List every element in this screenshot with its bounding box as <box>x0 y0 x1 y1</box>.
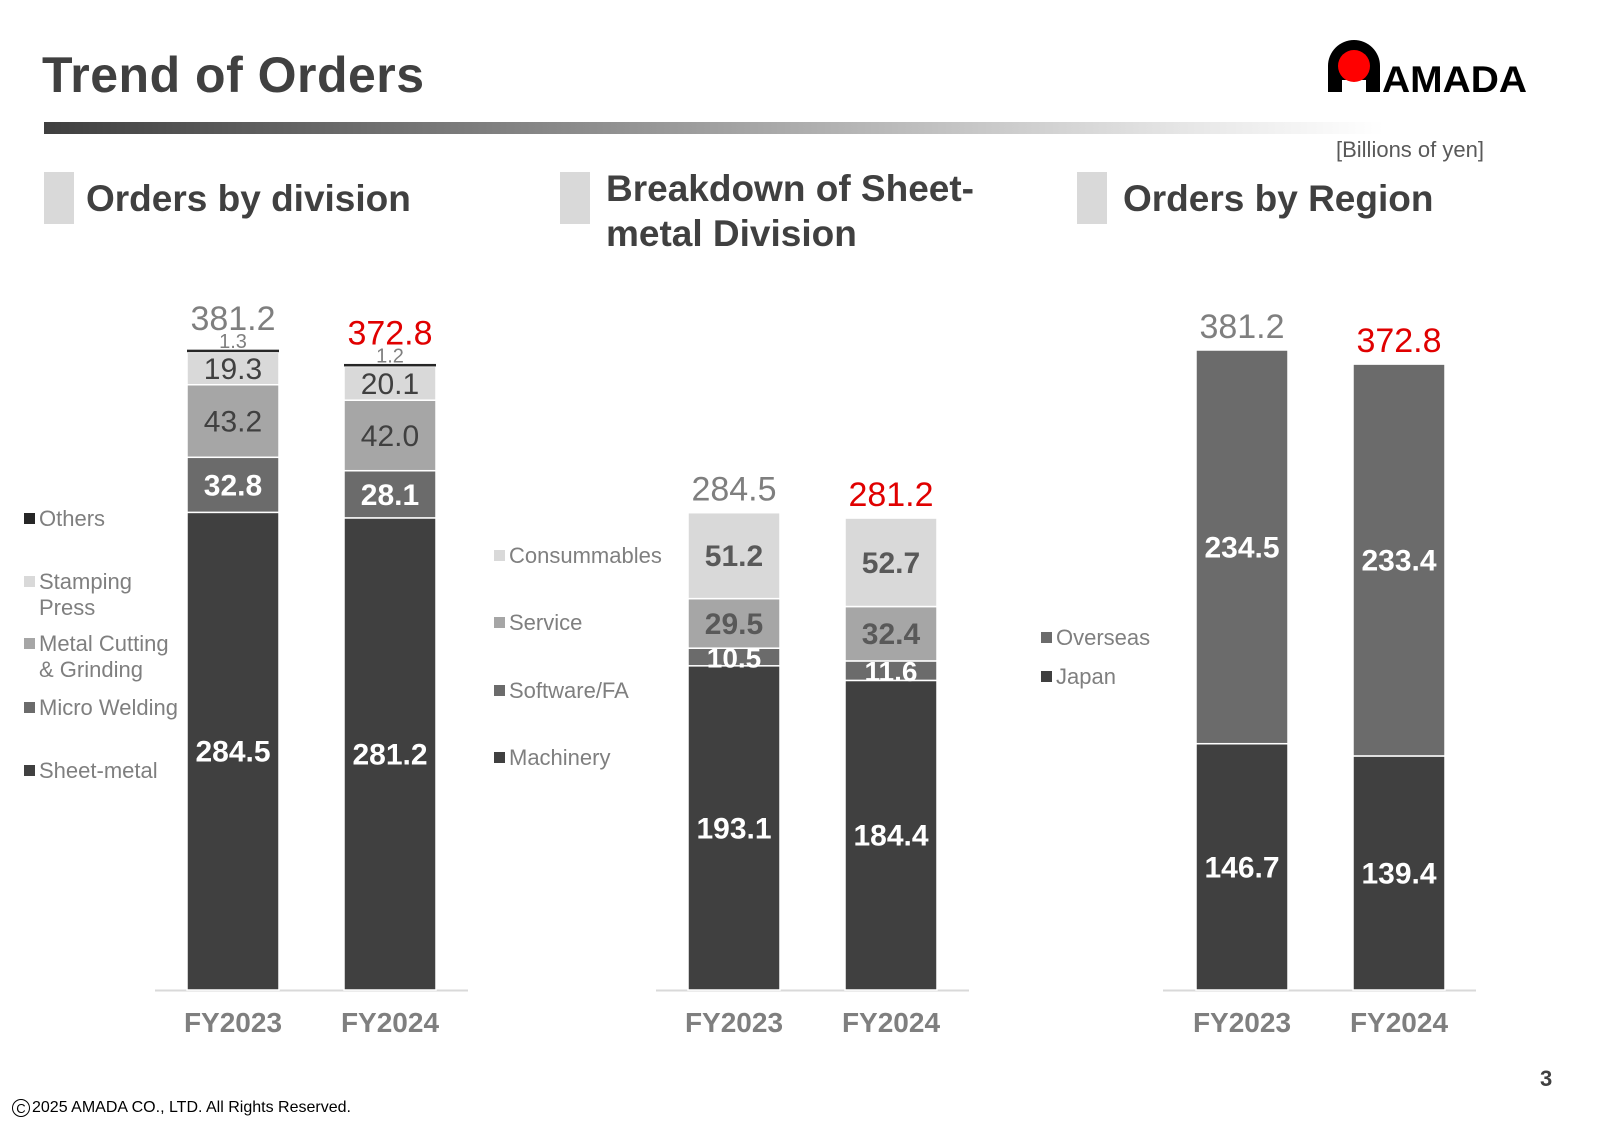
orders-by-division-bar-fy2024-sheet-metal <box>343 517 437 991</box>
breakdown-of-sheet-metal-division-legend-swatch <box>494 550 505 561</box>
orders-by-division-tick-label: FY2023 <box>184 1007 282 1038</box>
copyright-notice: C 2025 AMADA CO., LTD. All Rights Reserv… <box>12 1099 351 1117</box>
orders-by-division-bar-fy2024-stamping-press <box>343 365 437 401</box>
orders-by-division-value-label: 1.2 <box>376 345 404 367</box>
orders-by-division-legend-swatch <box>24 513 35 524</box>
section-title-division: Orders by division <box>86 178 411 219</box>
breakdown-of-sheet-metal-division-bar-fy2024-consummables <box>844 517 938 608</box>
orders-by-division-value-label: 28.1 <box>361 479 419 512</box>
orders-by-region-legend-label: Overseas <box>1056 625 1150 650</box>
section-title-sheet-metal: Breakdown of Sheet-metal Division <box>606 168 974 254</box>
orders-by-region-value-label: 234.5 <box>1204 531 1279 564</box>
breakdown-of-sheet-metal-division-legend-label: Service <box>509 610 582 635</box>
orders-by-division-value-label: 1.3 <box>219 331 247 353</box>
orders-by-division-value-label: 42.0 <box>361 420 419 453</box>
orders-by-region-value-label: 233.4 <box>1361 545 1436 578</box>
orders-by-region-tick-label: FY2024 <box>1350 1007 1448 1038</box>
amada-logo-graphic: AMADA <box>1328 40 1527 100</box>
orders-by-region-value-label: 139.4 <box>1361 857 1436 890</box>
copyright-text: 2025 AMADA CO., LTD. All Rights Reserved… <box>32 1099 351 1116</box>
orders-by-division-bar-fy2023-metal-cutting-grinding <box>186 384 280 459</box>
orders-by-division-legend-label: Stamping Press <box>39 569 132 620</box>
section-title-region: Orders by Region <box>1123 178 1434 219</box>
orders-by-division-value-label: 43.2 <box>204 406 262 439</box>
orders-by-division-value-label: 19.3 <box>204 353 262 386</box>
amada-logo: AMADA <box>1328 40 1568 100</box>
orders-by-division-value-label: 32.8 <box>204 469 262 502</box>
orders-by-region-bar-fy2023-japan <box>1195 742 1289 991</box>
orders-by-region-total-label: 372.8 <box>1356 322 1441 360</box>
breakdown-of-sheet-metal-division-bar-fy2023-consummables <box>687 511 781 600</box>
orders-by-region-value-label: 146.7 <box>1204 851 1279 884</box>
orders-by-division-bar-fy2024-others <box>344 363 436 367</box>
orders-by-division-value-label: 281.2 <box>352 738 427 771</box>
orders-by-division-legend-swatch <box>24 765 35 776</box>
orders-by-division-legend-swatch <box>24 702 35 713</box>
units-label: [Billions of yen] <box>1336 137 1484 162</box>
breakdown-of-sheet-metal-division-total-label: 281.2 <box>848 476 933 514</box>
orders-by-division-legend-label: Metal Cutting & Grinding <box>39 631 169 682</box>
orders-by-division-bar-fy2024-micro-welding <box>343 469 437 519</box>
orders-by-division-tick-label: FY2024 <box>341 1007 439 1038</box>
orders-by-division-legend-swatch <box>24 638 35 649</box>
breakdown-of-sheet-metal-division-total-label: 284.5 <box>691 471 776 509</box>
orders-by-division-legend-label: Sheet-metal <box>39 758 158 783</box>
orders-by-division-bar-fy2023-sheet-metal <box>186 511 280 991</box>
orders-by-division-legend-label: Others <box>39 506 105 531</box>
page-title: Trend of Orders <box>42 47 425 103</box>
breakdown-of-sheet-metal-division-bar-fy2023-service <box>687 597 781 649</box>
orders-by-region-legend-label: Japan <box>1056 664 1116 689</box>
orders-by-region-bar-fy2023-overseas <box>1195 349 1289 745</box>
orders-by-division-bar-fy2024-metal-cutting-grinding <box>343 399 437 472</box>
orders-by-region-tick-label: FY2023 <box>1193 1007 1291 1038</box>
orders-by-division-total-label: 381.2 <box>190 300 275 338</box>
breakdown-of-sheet-metal-division-legend-label: Machinery <box>509 745 610 770</box>
breakdown-of-sheet-metal-division-bar-fy2024-machinery <box>844 679 938 991</box>
section-marker-region <box>1077 172 1107 224</box>
breakdown-of-sheet-metal-division-value-label: 32.4 <box>862 618 921 651</box>
orders-by-region-bar-fy2024-japan <box>1352 755 1446 991</box>
breakdown-of-sheet-metal-division-legend-swatch <box>494 617 505 628</box>
orders-by-division-legend-swatch <box>24 576 35 587</box>
breakdown-of-sheet-metal-division-value-label: 51.2 <box>705 540 763 573</box>
section-marker-division <box>44 172 74 224</box>
breakdown-of-sheet-metal-division-value-label: 29.5 <box>705 608 763 641</box>
logo-red-dot-icon <box>1338 50 1370 82</box>
orders-by-region-legend-swatch <box>1041 632 1052 643</box>
orders-by-division-bar-fy2023-micro-welding <box>186 456 280 514</box>
orders-by-division-bar-fy2023-others <box>187 349 279 353</box>
breakdown-of-sheet-metal-division-tick-label: FY2023 <box>685 1007 783 1038</box>
orders-by-region-legend-swatch <box>1041 671 1052 682</box>
breakdown-of-sheet-metal-division-legend-label: Consummables <box>509 543 662 568</box>
breakdown-of-sheet-metal-division-tick-label: FY2024 <box>842 1007 940 1038</box>
orders-by-region-bar-fy2024-overseas <box>1352 363 1446 757</box>
copyright-icon: C <box>12 1099 30 1117</box>
breakdown-of-sheet-metal-division-legend-swatch <box>494 685 505 696</box>
breakdown-of-sheet-metal-division-bar-fy2023-machinery <box>687 665 781 991</box>
breakdown-of-sheet-metal-division-value-label: 184.4 <box>853 820 928 853</box>
orders-by-region-total-label: 381.2 <box>1199 308 1284 346</box>
breakdown-of-sheet-metal-division-legend-swatch <box>494 752 505 763</box>
page-number: 3 <box>1540 1066 1553 1091</box>
orders-by-division-value-label: 20.1 <box>361 368 419 401</box>
section-marker-sheet-metal <box>560 172 590 224</box>
breakdown-of-sheet-metal-division-value-label: 52.7 <box>862 547 920 580</box>
orders-by-division-bar-fy2023-stamping-press <box>186 351 280 386</box>
orders-by-division-legend-label: Micro Welding <box>39 695 178 720</box>
breakdown-of-sheet-metal-division-value-label: 193.1 <box>696 812 771 845</box>
orders-by-division-value-label: 284.5 <box>195 736 270 769</box>
logo-wordmark: AMADA <box>1382 59 1527 100</box>
breakdown-of-sheet-metal-division-legend-label: Software/FA <box>509 678 629 703</box>
orders-by-division-total-label: 372.8 <box>347 314 432 352</box>
title-underline-bar <box>44 122 1384 134</box>
